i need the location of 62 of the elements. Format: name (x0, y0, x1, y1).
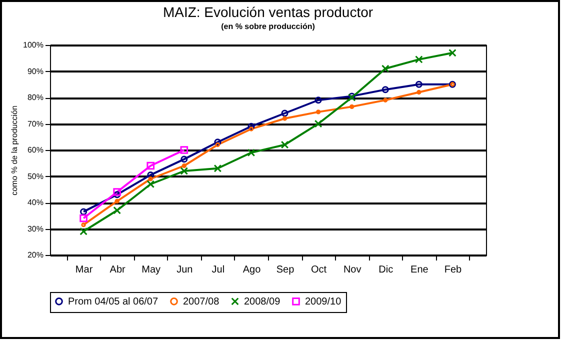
point (114, 191, 121, 198)
point (314, 96, 322, 104)
point (415, 80, 422, 88)
x-tick-label: Ene (410, 264, 429, 276)
point (416, 90, 422, 95)
x-tick-label: Sep (276, 264, 295, 276)
legend-label: 2009/10 (305, 296, 342, 308)
point (215, 142, 220, 148)
y-tick-label: 30% (27, 224, 44, 234)
y-tick-label: 90% (27, 66, 44, 76)
x-tick-label: Jun (176, 264, 193, 276)
point (247, 148, 256, 157)
legend-label: 2007/08 (183, 296, 220, 308)
point (316, 110, 321, 114)
legend-label: 2008/09 (244, 296, 281, 308)
y-tick-label: 100% (23, 40, 44, 50)
point (180, 167, 188, 175)
chart-title: MAIZ: Evolución ventas productor (162, 4, 374, 20)
point (113, 188, 121, 196)
point (146, 162, 155, 170)
point (214, 164, 222, 172)
point (146, 180, 155, 188)
y-tick-label: 50% (27, 172, 44, 181)
legend-label: Prom 04/05 al 06/07 (68, 296, 158, 308)
point (80, 214, 88, 222)
y-tick-label: 60% (27, 146, 44, 154)
point (113, 206, 121, 214)
y-tick-label: 80% (27, 93, 44, 102)
x-tick-label: Mar (75, 264, 94, 276)
chart-subtitle: (en % sobre producción) (221, 22, 316, 31)
x-tick-label: Nov (343, 264, 362, 276)
y-tick-label: 70% (27, 119, 44, 128)
x-tick-label: May (142, 264, 161, 276)
y-tick-label: 40% (27, 198, 44, 207)
point (415, 56, 423, 64)
x-tick-label: Feb (444, 264, 462, 276)
point (148, 176, 153, 182)
point (147, 171, 154, 178)
x-tick-label: Abr (110, 264, 126, 276)
y-axis-title: como % de la producción (10, 106, 20, 196)
point (180, 146, 188, 154)
y-tick-label: 20% (27, 250, 44, 260)
x-tick-label: Jul (212, 264, 225, 276)
point (180, 156, 188, 163)
x-tick-label: Oct (311, 264, 327, 276)
point (282, 116, 288, 121)
point (381, 64, 390, 73)
point (383, 98, 388, 102)
point (350, 104, 354, 110)
point (214, 138, 222, 146)
point (280, 140, 289, 149)
point (314, 120, 322, 128)
point (448, 48, 456, 57)
x-tick-label: Dic (378, 264, 394, 276)
point (114, 198, 120, 204)
x-tick-label: Ago (242, 264, 262, 276)
point (382, 86, 389, 94)
point (80, 227, 88, 236)
point (248, 126, 254, 132)
point (182, 163, 186, 168)
point (248, 122, 255, 130)
point (281, 110, 288, 117)
